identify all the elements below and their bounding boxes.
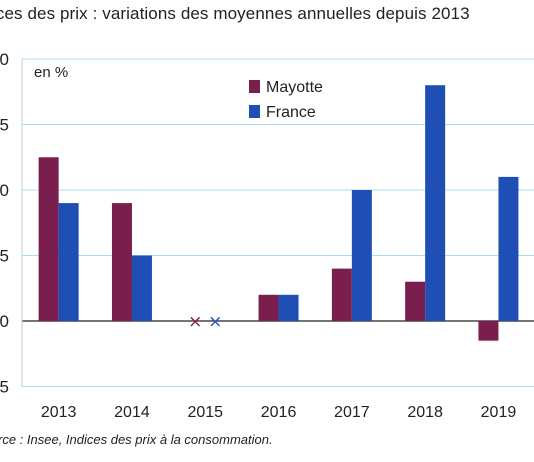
y-tick-label: 5 <box>0 247 9 266</box>
bar-france-2019 <box>498 176 519 321</box>
bar-france-2014 <box>131 255 152 321</box>
bar-mayotte-2013 <box>38 157 59 321</box>
bar-mayotte-2016 <box>258 294 279 321</box>
bar-mayotte-2019 <box>478 321 499 341</box>
bar-france-2013 <box>58 203 79 321</box>
y-tick-label: 0 <box>0 50 9 69</box>
legend-label-mayotte: Mayotte <box>266 79 323 96</box>
y-tick-label: 5 <box>0 378 9 397</box>
x-tick-label: 2013 <box>41 404 77 421</box>
legend-swatch-mayotte <box>249 80 260 93</box>
x-tick-labels: 2013 2014 2015 2016 2017 2018 2019 <box>41 404 516 421</box>
x-tick-label: 2018 <box>407 404 443 421</box>
x-tick-label: 2016 <box>261 404 297 421</box>
chart-source: rce : Insee, Indices des prix à la conso… <box>0 432 273 447</box>
x-tick-label: 2015 <box>187 404 223 421</box>
x-tick-label: 2014 <box>114 404 150 421</box>
bar-france-2018 <box>425 85 446 321</box>
bar-france-2016 <box>278 294 299 321</box>
y-tick-label: 0 <box>0 181 9 200</box>
bar-mayotte-2017 <box>331 268 352 321</box>
legend-swatch-france <box>249 105 260 118</box>
legend: Mayotte France <box>249 79 323 121</box>
legend-label-france: France <box>266 104 316 121</box>
bar-mayotte-2014 <box>111 203 132 321</box>
x-tick-label: 2017 <box>334 404 370 421</box>
missing-value-marker: × <box>188 312 202 332</box>
x-tick-label: 2019 <box>481 404 517 421</box>
bar-france-2017 <box>351 190 372 321</box>
y-tick-labels: 5 0 5 0 5 0 <box>0 50 9 397</box>
bars: × × <box>38 85 519 341</box>
missing-value-marker: × <box>208 312 222 332</box>
y-tick-label: 5 <box>0 116 9 135</box>
chart-title: ices des prix : variations des moyennes … <box>0 4 470 23</box>
unit-label: en % <box>34 64 68 81</box>
bar-mayotte-2018 <box>405 281 426 321</box>
y-tick-label: 0 <box>0 312 9 331</box>
